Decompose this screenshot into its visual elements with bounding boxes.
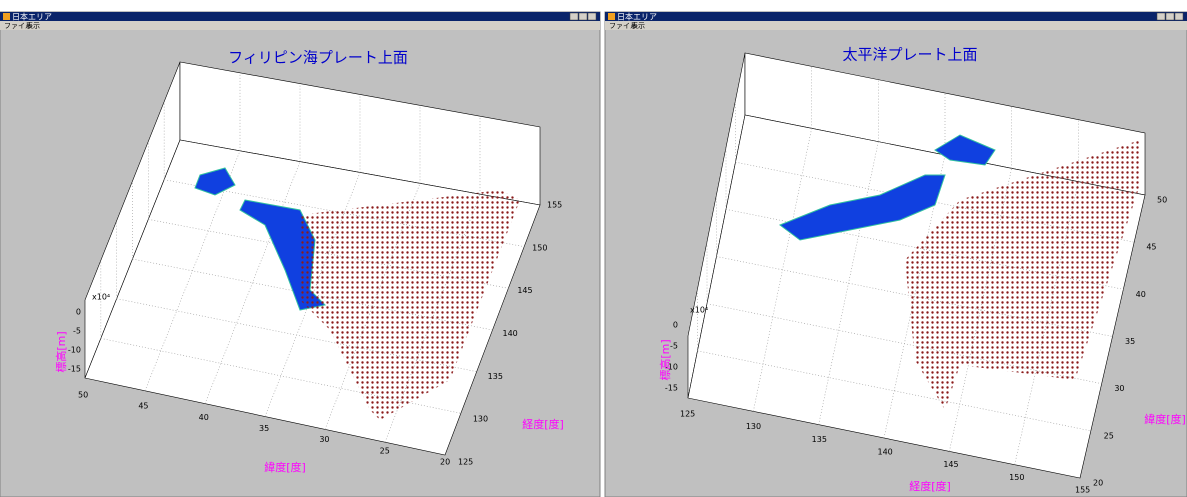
z-tick-label: -10 bbox=[665, 363, 678, 372]
window-button[interactable] bbox=[1156, 12, 1166, 21]
title-bar bbox=[0, 12, 600, 21]
x-axis-label: 経度[度] bbox=[909, 479, 951, 493]
app-icon bbox=[3, 13, 10, 20]
y-tick-label: 45 bbox=[1146, 243, 1156, 252]
z-tick-label: -15 bbox=[665, 384, 678, 393]
z-tick-label: -5 bbox=[670, 342, 678, 351]
window-button[interactable] bbox=[1165, 12, 1175, 21]
window-title: 日本エリア bbox=[617, 12, 657, 22]
x-tick-label: 155 bbox=[1075, 486, 1090, 495]
y-tick-label: 25 bbox=[1104, 431, 1114, 440]
plot-title: 太平洋プレート上面 bbox=[842, 46, 977, 64]
z-tick-label: -10 bbox=[68, 346, 81, 355]
x-tick-label: 125 bbox=[458, 458, 473, 467]
y-tick-label: 30 bbox=[1114, 384, 1124, 393]
y-axis-label: 緯度[度] bbox=[264, 460, 306, 474]
plot-title: フィリピン海プレート上面 bbox=[228, 49, 408, 67]
x-tick-label: 135 bbox=[488, 372, 503, 381]
y-tick-label: 35 bbox=[259, 424, 269, 433]
y-tick-label: 20 bbox=[1093, 479, 1103, 488]
z-tick-label: -5 bbox=[73, 327, 81, 336]
y-tick-label: 35 bbox=[1125, 337, 1135, 346]
y-tick-label: 20 bbox=[440, 458, 450, 467]
title-bar bbox=[605, 12, 1187, 21]
z-tick-label: 0 bbox=[673, 321, 678, 330]
y-tick-label: 50 bbox=[78, 391, 88, 400]
z-exponent: x10⁴ bbox=[690, 306, 708, 315]
window-button[interactable] bbox=[578, 12, 588, 21]
x-tick-label: 130 bbox=[473, 415, 488, 424]
x-tick-label: 135 bbox=[812, 435, 827, 444]
window-button[interactable] bbox=[587, 12, 597, 21]
z-tick-label: 0 bbox=[76, 308, 81, 317]
x-tick-label: 140 bbox=[878, 448, 893, 457]
menu-item[interactable]: ファイル bbox=[609, 22, 637, 30]
landmass bbox=[194, 167, 236, 196]
z-exponent: x10⁴ bbox=[92, 293, 110, 302]
menu-item[interactable]: 表示 bbox=[26, 21, 40, 30]
grid-line bbox=[697, 350, 1091, 432]
grid-line bbox=[1014, 181, 1079, 465]
landmass bbox=[934, 134, 996, 166]
x-tick-label: 145 bbox=[517, 286, 532, 295]
grid-line bbox=[818, 141, 879, 425]
z-axis-label: 標高[m] bbox=[54, 331, 68, 372]
window-button[interactable] bbox=[569, 12, 579, 21]
menu-bar bbox=[605, 21, 1187, 30]
y-tick-label: 50 bbox=[1157, 196, 1167, 205]
grid-line bbox=[204, 161, 301, 404]
menu-item[interactable]: 表示 bbox=[631, 21, 645, 30]
y-tick-label: 25 bbox=[380, 446, 390, 455]
x-tick-label: 140 bbox=[503, 329, 518, 338]
y-axis-label: 緯度[度] bbox=[1144, 412, 1186, 426]
z-axis-label: 標高[m] bbox=[658, 339, 672, 380]
plate-surface bbox=[905, 140, 1140, 410]
window-title: 日本エリア bbox=[12, 12, 52, 22]
x-tick-label: 150 bbox=[532, 243, 547, 252]
y-tick-label: 30 bbox=[319, 435, 329, 444]
x-tick-label: 130 bbox=[746, 422, 761, 431]
y-tick-label: 45 bbox=[138, 402, 148, 411]
x-tick-label: 155 bbox=[547, 201, 562, 210]
x-tick-label: 150 bbox=[1009, 473, 1024, 482]
x-tick-label: 145 bbox=[943, 460, 958, 469]
y-tick-label: 40 bbox=[1136, 290, 1146, 299]
z-tick-label: -15 bbox=[68, 365, 81, 374]
landmass bbox=[778, 174, 946, 241]
menu-bar bbox=[0, 21, 600, 30]
menu-item[interactable]: ファイル bbox=[4, 22, 32, 30]
app-icon bbox=[608, 13, 615, 20]
x-tick-label: 125 bbox=[680, 410, 695, 419]
grid-line bbox=[144, 150, 241, 391]
y-tick-label: 40 bbox=[199, 413, 209, 422]
x-axis-label: 経度[度] bbox=[522, 417, 564, 431]
window-button[interactable] bbox=[1174, 12, 1184, 21]
plate-surface bbox=[300, 190, 520, 420]
